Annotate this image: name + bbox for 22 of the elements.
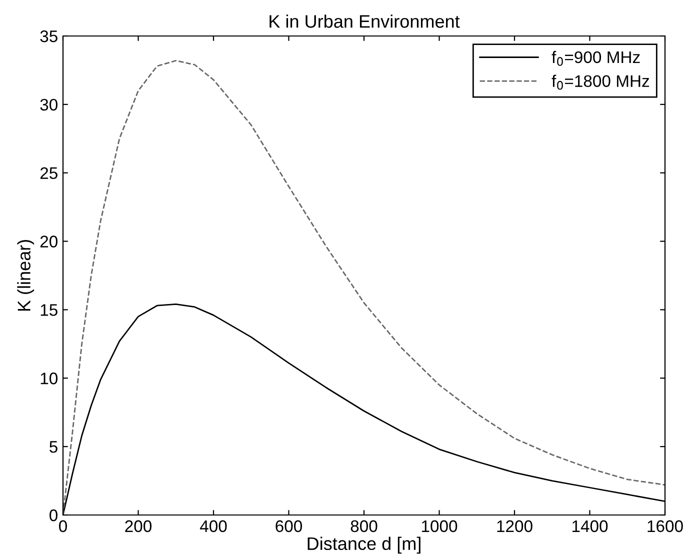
y-tick-label: 35 [40, 30, 58, 42]
legend-label: f$_{0}$=900 MHz [552, 50, 640, 66]
x-tick-label: 200 [125, 520, 152, 532]
y-tick-label: 0 [50, 509, 58, 522]
y-axis-title: K (linear) [17, 240, 34, 311]
x-tick-label: 1600 [648, 520, 683, 532]
legend-label: f$_{0}$=1800 MHz [552, 74, 650, 90]
x-tick-label: 1400 [572, 520, 608, 532]
x-tick-label: 0 [59, 520, 67, 532]
x-tick-label: 800 [350, 520, 378, 532]
y-tick-label: 10 [40, 372, 58, 384]
y-tick-label: 30 [40, 98, 58, 111]
y-tick-label: 25 [40, 167, 58, 180]
y-tick-label: 5 [50, 441, 58, 453]
y-tick-label: 15 [40, 304, 58, 316]
chart-title: K in Urban Environment [270, 14, 460, 28]
y-tick-label: 20 [40, 236, 58, 248]
x-tick-label: 1200 [497, 520, 532, 532]
x-axis-title: Distance d [m] [308, 536, 420, 554]
x-tick-label: 1000 [422, 520, 458, 532]
x-tick-label: 600 [276, 520, 302, 532]
x-tick-label: 400 [200, 520, 227, 532]
